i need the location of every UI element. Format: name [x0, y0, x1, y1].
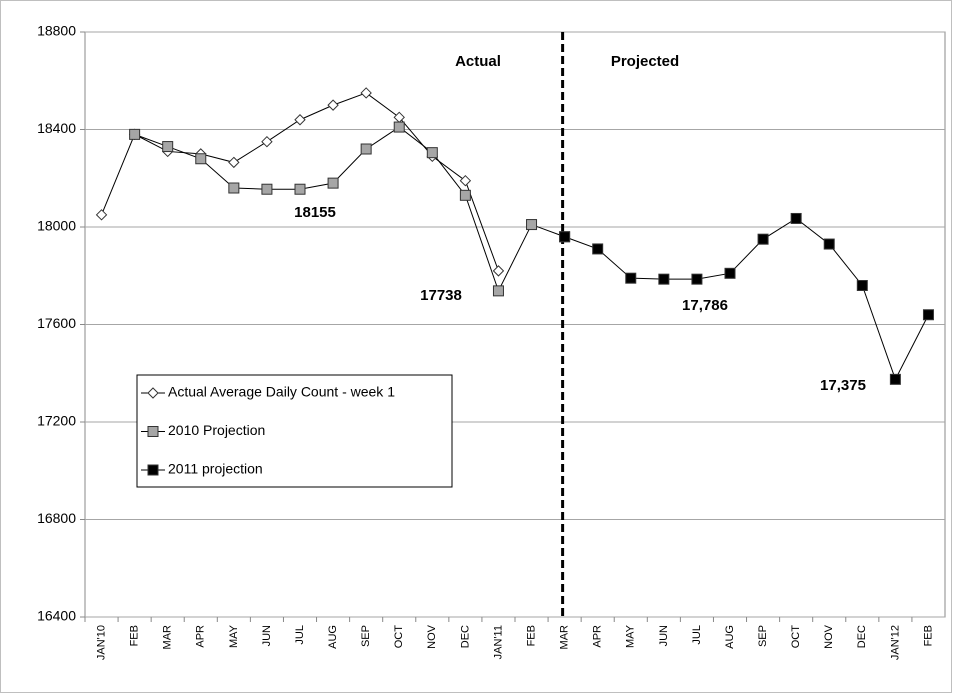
marker — [129, 128, 141, 140]
x-tick-label: OCT — [393, 625, 405, 649]
x-tick-label: SEP — [757, 625, 769, 647]
marker — [95, 209, 108, 221]
marker — [147, 464, 159, 476]
marker — [294, 114, 306, 126]
marker — [327, 99, 339, 111]
legend-label: 2011 projection — [168, 461, 263, 477]
x-tick-label: APR — [592, 625, 604, 648]
x-tick-label: NOV — [823, 624, 835, 649]
marker — [823, 238, 835, 250]
marker — [757, 233, 769, 245]
legend-label: Actual Average Daily Count - week 1 — [168, 384, 395, 400]
marker — [294, 183, 306, 195]
marker — [889, 373, 901, 385]
marker — [625, 272, 637, 284]
x-tick-label: OCT — [790, 625, 802, 649]
marker — [724, 267, 736, 279]
marker — [459, 174, 472, 187]
x-tick-label: MAY — [228, 624, 240, 648]
x-tick-label: MAR — [559, 625, 571, 650]
marker — [691, 273, 703, 285]
x-tick-label: APR — [195, 625, 207, 648]
annotation: 18155 — [294, 204, 336, 221]
y-tick-label: 18000 — [37, 218, 76, 234]
x-tick-label: JUL — [294, 625, 306, 645]
x-tick-label: AUG — [724, 625, 736, 649]
marker — [261, 135, 273, 148]
legend-label: 2010 Projection — [168, 422, 265, 438]
x-tick-label: JAN'12 — [889, 625, 901, 660]
y-tick-label: 18800 — [37, 23, 76, 39]
x-tick-label: MAY — [625, 624, 637, 648]
marker — [195, 153, 207, 165]
marker — [261, 183, 273, 195]
y-tick-label: 16800 — [37, 510, 76, 526]
y-tick-label: 17600 — [37, 315, 76, 331]
marker — [162, 141, 174, 153]
annotation: Projected — [611, 53, 679, 70]
y-tick-label: 17200 — [37, 413, 76, 429]
x-tick-label: DEC — [856, 625, 868, 648]
marker — [559, 231, 571, 243]
marker — [360, 87, 372, 99]
annotation: 17738 — [420, 287, 462, 304]
marker — [592, 243, 604, 255]
annotation: Actual — [455, 53, 501, 70]
x-tick-label: DEC — [459, 625, 471, 648]
annotation: 17,786 — [682, 297, 728, 314]
marker — [492, 265, 505, 277]
annotation: 17,375 — [820, 377, 866, 394]
marker — [147, 387, 159, 399]
x-tick-label: SEP — [360, 625, 372, 647]
marker — [228, 156, 240, 169]
x-tick-label: JAN'10 — [95, 625, 107, 660]
x-tick-label: NOV — [426, 624, 438, 649]
x-tick-label: FEB — [525, 625, 537, 646]
marker — [426, 147, 438, 159]
marker — [459, 189, 471, 201]
marker — [360, 143, 372, 155]
marker — [327, 177, 339, 189]
marker — [228, 182, 240, 194]
marker — [147, 426, 159, 437]
marker — [393, 121, 405, 133]
marker — [492, 285, 504, 297]
x-tick-label: FEB — [129, 625, 141, 646]
x-tick-label: JAN'11 — [492, 625, 504, 659]
y-tick-label: 18400 — [37, 120, 76, 136]
x-tick-label: FEB — [922, 625, 934, 646]
marker — [922, 309, 934, 321]
x-tick-label: JUL — [691, 625, 703, 645]
x-tick-label: MAR — [162, 625, 174, 650]
marker — [790, 212, 802, 224]
x-tick-label: AUG — [327, 625, 339, 649]
series-line — [564, 217, 929, 381]
x-tick-label: JUN — [658, 625, 670, 646]
series-line — [134, 126, 565, 293]
x-tick-label: JUN — [261, 625, 273, 646]
marker — [526, 219, 538, 231]
marker — [856, 280, 868, 291]
marker — [658, 273, 670, 285]
legend-box — [136, 374, 453, 488]
legend: Actual Average Daily Count - week 1 2010 … — [136, 374, 453, 488]
y-tick-label: 16400 — [37, 608, 76, 624]
